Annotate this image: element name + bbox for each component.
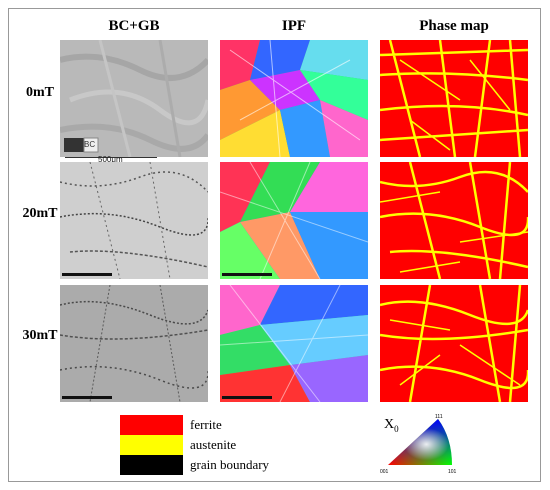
- bc-gb-image-30mt: [60, 285, 208, 402]
- ipf-corner-001: 001: [380, 469, 389, 475]
- ipf-color-key: 001 101 111: [380, 413, 470, 475]
- column-header-ipf: IPF: [281, 18, 307, 34]
- legend-label-austenite: austenite: [190, 437, 237, 452]
- ipf-corner-111: 111: [435, 414, 443, 420]
- legend-swatch-grain-boundary: [120, 455, 183, 475]
- legend-label-ferrite: ferrite: [190, 417, 222, 432]
- row-label-20mt: 20mT: [22, 206, 58, 221]
- row-label-30mt: 30mT: [22, 328, 58, 343]
- ipf-axis-label: X0: [384, 417, 399, 434]
- bc-gb-image-20mt: [60, 162, 208, 279]
- figure-frame: [8, 8, 541, 482]
- phase-map-30mt: [380, 285, 528, 402]
- ipf-map-30mt: [220, 285, 368, 402]
- legend-label-grain-boundary: grain boundary: [190, 457, 270, 472]
- legend-swatch-austenite: [120, 435, 183, 455]
- bc-badge: BC: [84, 140, 96, 149]
- legend-swatch-ferrite: [120, 415, 183, 435]
- ipf-corner-101: 101: [448, 469, 457, 475]
- row-label-0mt: 0mT: [26, 85, 54, 100]
- bc-gb-image-0mt: [60, 40, 208, 157]
- phase-map-20mt: [380, 162, 528, 279]
- ipf-map-0mt: [220, 40, 368, 157]
- ipf-map-20mt: [220, 162, 368, 279]
- scalebar-line: [65, 157, 157, 158]
- phase-map-0mt: [380, 40, 528, 157]
- column-header-phase-map: Phase map: [419, 18, 489, 34]
- scalebar-label: 500μm: [98, 155, 123, 164]
- column-header-bc-gb: BC+GB: [108, 18, 160, 34]
